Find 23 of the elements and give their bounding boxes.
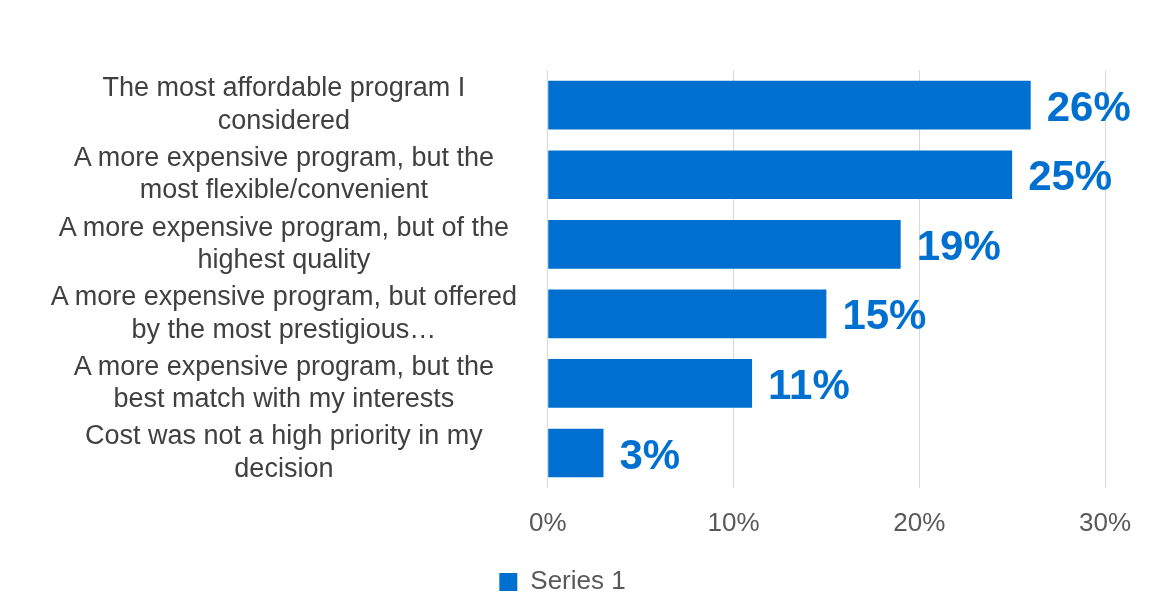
y-tick-label: A more expensive program, but of the highest quality: [58, 211, 509, 274]
data-label: 19%: [916, 221, 1001, 269]
data-label: 25%: [1028, 152, 1113, 200]
data-label: 11%: [768, 361, 850, 409]
x-tick-label: 30%: [1078, 506, 1132, 537]
y-tick-label: Cost was not a high priority in my decision: [85, 420, 484, 483]
y-tick-label: A more expensive program, but offered by the most prestigious…: [50, 281, 518, 344]
y-tick-label: A more expensive program, but the best match with my interests: [73, 350, 494, 414]
data-label: 26%: [1046, 82, 1131, 130]
bar: [548, 359, 753, 408]
data-label: 3%: [619, 430, 681, 478]
x-tick-label: 10%: [707, 506, 760, 537]
bar: [548, 219, 901, 269]
bar: [548, 289, 827, 339]
bar: [548, 80, 1031, 130]
x-tick-label: 20%: [893, 506, 946, 537]
bar: [548, 428, 604, 478]
legend-label: Series 1: [530, 565, 626, 596]
data-label: 15%: [842, 291, 927, 339]
bar: [548, 150, 1013, 200]
y-tick-label: A more expensive program, but the most flexible/convenient: [73, 142, 494, 205]
x-tick-label: 0%: [528, 506, 567, 537]
y-tick-label: The most affordable program I considered: [102, 72, 466, 135]
